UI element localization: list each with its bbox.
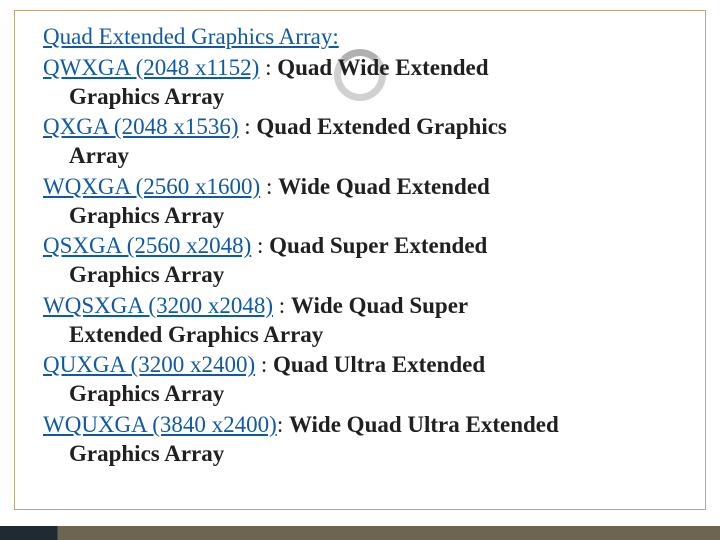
resolution-link[interactable]: QUXGA (3200 x2400): [43, 352, 255, 377]
resolution-link[interactable]: QWXGA (2048 x1152): [43, 55, 259, 80]
resolution-desc: Wide Quad Ultra Extended: [289, 412, 559, 437]
resolution-desc: Quad Wide Extended: [277, 55, 488, 80]
separator: :: [273, 293, 291, 318]
resolution-entry: QWXGA (2048 x1152) : Quad Wide Extended …: [43, 54, 677, 112]
resolution-desc-cont: Graphics Array: [43, 83, 677, 112]
resolution-entry: QXGA (2048 x1536) : Quad Extended Graphi…: [43, 113, 677, 171]
resolution-desc-cont: Array: [43, 142, 677, 171]
separator: :: [239, 114, 257, 139]
resolution-link[interactable]: QSXGA (2560 x2048): [43, 233, 251, 258]
resolution-link[interactable]: QXGA (2048 x1536): [43, 114, 239, 139]
resolution-desc-cont: Graphics Array: [43, 261, 677, 290]
resolution-entry: WQSXGA (3200 x2048) : Wide Quad Super Ex…: [43, 292, 677, 350]
resolution-desc: Quad Ultra Extended: [273, 352, 485, 377]
resolution-link[interactable]: WQUXGA (3840 x2400): [43, 412, 277, 437]
footer-accent-bar: [0, 526, 720, 540]
resolution-desc: Quad Super Extended: [269, 233, 487, 258]
separator: :: [255, 352, 273, 377]
resolution-desc-cont: Graphics Array: [43, 202, 677, 231]
resolution-entry: QUXGA (3200 x2400) : Quad Ultra Extended…: [43, 351, 677, 409]
resolution-desc: Wide Quad Extended: [278, 174, 490, 199]
content-block: Quad Extended Graphics Array: QWXGA (204…: [43, 23, 677, 468]
separator: :: [259, 55, 277, 80]
resolution-desc-cont: Graphics Array: [43, 380, 677, 409]
section-heading: Quad Extended Graphics Array:: [43, 23, 677, 52]
resolution-link[interactable]: WQXGA (2560 x1600): [43, 174, 260, 199]
separator: :: [260, 174, 278, 199]
separator: :: [277, 412, 289, 437]
resolution-desc-cont: Extended Graphics Array: [43, 321, 677, 350]
slide-frame: Quad Extended Graphics Array: QWXGA (204…: [14, 10, 706, 510]
resolution-desc: Wide Quad Super: [291, 293, 468, 318]
resolution-desc: Quad Extended Graphics: [256, 114, 507, 139]
resolution-desc-cont: Graphics Array: [43, 440, 677, 469]
separator: :: [251, 233, 269, 258]
resolution-entry: WQUXGA (3840 x2400): Wide Quad Ultra Ext…: [43, 411, 677, 469]
resolution-entry: QSXGA (2560 x2048) : Quad Super Extended…: [43, 232, 677, 290]
resolution-entry: WQXGA (2560 x1600) : Wide Quad Extended …: [43, 173, 677, 231]
resolution-link[interactable]: WQSXGA (3200 x2048): [43, 293, 273, 318]
